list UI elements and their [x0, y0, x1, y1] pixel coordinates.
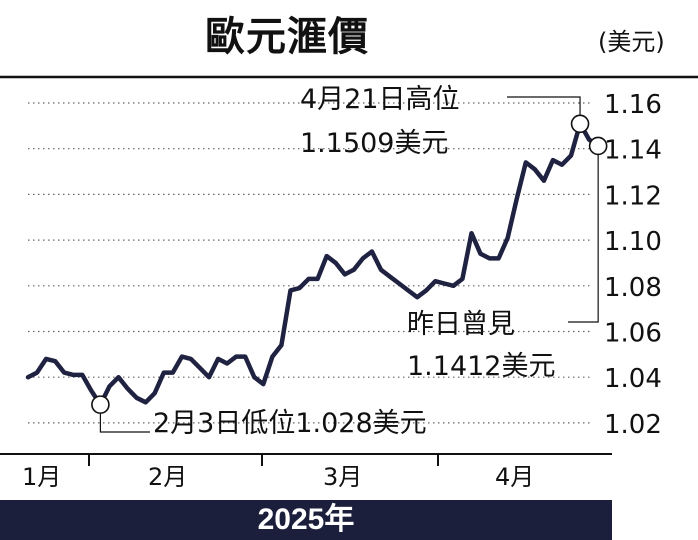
annotation-label: 昨日曾見 [407, 309, 515, 340]
annotation-leader [568, 154, 599, 323]
x-tick-label: 1月 [22, 463, 61, 491]
year-label: 2025年 [0, 500, 612, 540]
line-chart: 1.16 1.14 1.12 1.10 1.08 1.06 1.04 1.02 1月 2月 3月 4… [0, 75, 698, 491]
y-tick-label: 1.04 [604, 364, 662, 394]
y-tick-label: 1.02 [604, 410, 662, 440]
y-tick-label: 1.14 [604, 136, 662, 166]
annotation-label: 1.1509美元 [300, 128, 448, 159]
annotation-leader [507, 96, 581, 116]
series-line [25, 121, 601, 407]
x-tick-label: 3月 [323, 463, 362, 491]
high-marker [570, 114, 590, 134]
x-tick-label: 4月 [495, 463, 534, 491]
y-tick-label: 1.08 [604, 273, 662, 303]
chart-title: 歐元滙價 [205, 14, 369, 60]
annotation-label: 4月21日高位 [300, 84, 460, 115]
y-tick-label: 1.10 [604, 227, 662, 257]
unit-label: (美元) [598, 28, 665, 56]
low-marker [91, 395, 110, 414]
y-tick-label: 1.06 [604, 319, 662, 349]
latest-marker [588, 136, 608, 156]
annotation-label: 2月3日低位1.028美元 [153, 408, 427, 439]
annotation-leader [99, 413, 150, 433]
x-tick-label: 2月 [148, 463, 187, 491]
y-tick-label: 1.16 [604, 90, 662, 120]
annotation-label: 1.1412美元 [407, 351, 555, 382]
y-tick-label: 1.12 [604, 181, 662, 211]
